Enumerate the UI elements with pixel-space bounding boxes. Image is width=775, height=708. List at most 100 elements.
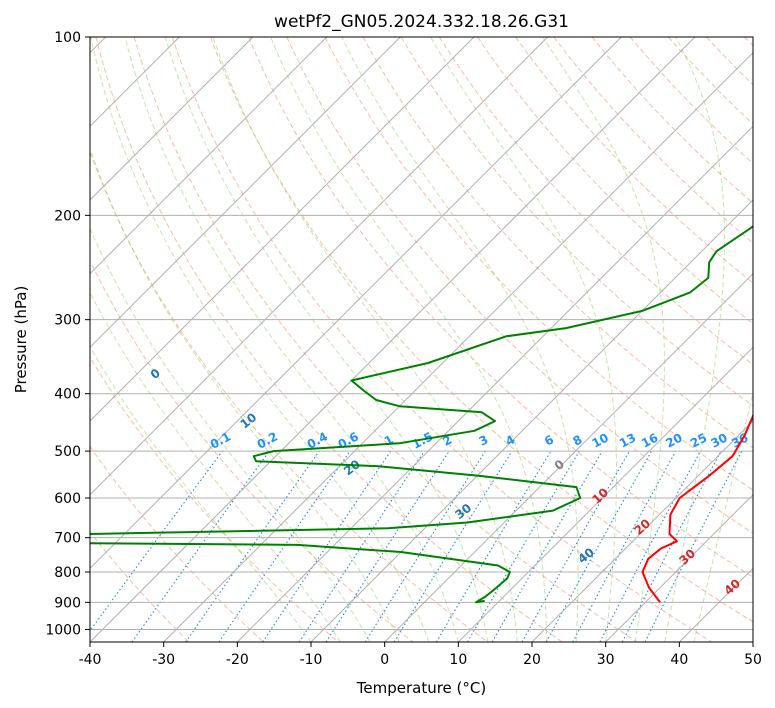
temperature-profile-line [641, 413, 753, 603]
dry-adiabat-line [286, 37, 753, 534]
y-tick-label: 500 [54, 444, 81, 460]
isotherm-line [605, 493, 753, 642]
isotherm-line [163, 51, 753, 642]
mixing-ratio-label: 13 [617, 430, 638, 450]
mixing-ratio-label: 3 [477, 432, 491, 448]
isotherm-line [90, 37, 549, 496]
mixing-ratio-line [599, 450, 701, 642]
x-tick-label: -20 [226, 652, 249, 668]
isotherm-line [457, 346, 753, 642]
background-lines [90, 37, 753, 642]
mixing-ratio-label: 10 [590, 430, 611, 450]
y-tick-label: 400 [54, 387, 81, 403]
moist-adiabat-line [124, 37, 459, 642]
mixing-ratio-line [621, 450, 722, 642]
moist-adiabat-line [90, 147, 400, 642]
moist-adiabat-label: 40 [721, 576, 743, 598]
dry-adiabat-line [515, 37, 753, 284]
mixing-ratio-line [131, 450, 270, 642]
y-tick-label: 900 [54, 595, 81, 611]
mixing-ratio-label: 8 [571, 432, 585, 448]
dry-adiabat-line [90, 356, 339, 642]
dewpoint-profile-line [90, 224, 753, 604]
isotherm-line [90, 37, 328, 275]
isotherm-line [90, 37, 475, 422]
mixing-ratio-label: 4 [503, 432, 517, 448]
mixing-ratio-label: 6 [542, 432, 556, 448]
dry-adiabat-line [324, 37, 753, 491]
mixing-ratio-line [572, 450, 677, 642]
plot-frame [89, 36, 754, 643]
mixing-ratio-label: 0.1 [208, 429, 233, 451]
mixing-ratio-line [90, 450, 223, 632]
dry-adiabat-line [90, 150, 488, 642]
dry-adiabat-line [171, 37, 712, 642]
y-tick-label: 100 [54, 30, 81, 46]
x-tick-label: 0 [380, 652, 389, 668]
isotherm-line [90, 37, 401, 349]
moist-adiabat-line [270, 37, 548, 642]
y-axis-title: Pressure (hPa) [12, 286, 30, 394]
isotherm-line [90, 37, 696, 642]
moist-adiabat-line [90, 345, 312, 642]
mixing-ratio-label: 16 [639, 430, 660, 450]
x-tick-label: -30 [152, 652, 175, 668]
mixing-ratio-label: 1 [382, 432, 396, 448]
dry-adiabat-line [400, 37, 753, 407]
sounding-profiles [90, 224, 753, 604]
dry-adiabat-line [210, 37, 753, 623]
dry-adiabat-line [629, 37, 753, 165]
isotherm-line [752, 641, 753, 642]
mixing-ratio-line [545, 450, 653, 642]
dry-adiabat-line [133, 37, 638, 642]
mixing-ratio-label: 20 [663, 430, 684, 450]
x-tick-label: 40 [670, 652, 688, 668]
moist-adiabat-line [542, 37, 665, 642]
dry-adiabat-line [744, 37, 753, 47]
dry-adiabat-line [553, 37, 753, 244]
isotherm-line [678, 567, 753, 642]
dry-adiabat-line [248, 37, 753, 578]
mixing-ratio-line [435, 450, 552, 642]
dry-adiabat-line [362, 37, 753, 449]
y-tick-label: 600 [54, 491, 81, 507]
axes: -40 -30 -20 -10 0 10 20 30 40 5010020030040050060… [45, 30, 762, 668]
mixing-ratio-line [467, 450, 580, 642]
mixing-ratio-line [218, 450, 351, 642]
y-tick-label: 300 [54, 313, 81, 329]
moist-adiabat-line [90, 227, 371, 642]
mixing-ratio-line [262, 450, 392, 642]
moist-adiabat-line [664, 37, 726, 642]
isotherm-line [531, 420, 753, 642]
dry-adiabat-label: 40 [575, 545, 597, 566]
moist-adiabat-label: 20 [631, 516, 653, 538]
x-tick-label: 50 [744, 652, 762, 668]
dry-adiabat-line [706, 37, 753, 86]
x-tick-label: -40 [79, 652, 102, 668]
y-tick-label: 200 [54, 208, 81, 224]
x-tick-label: 20 [523, 652, 541, 668]
dry-adiabat-line [90, 259, 414, 642]
y-tick-label: 700 [54, 531, 81, 547]
isotherm-line [90, 37, 254, 201]
isotherm-line [236, 125, 753, 642]
moist-adiabat-label: 30 [676, 546, 698, 568]
x-tick-label: 30 [597, 652, 615, 668]
moist-adiabat-line [430, 37, 617, 642]
dry-adiabat-line [95, 37, 563, 642]
moist-adiabat-line [212, 37, 518, 642]
mixing-ratio-line [644, 450, 743, 642]
mixing-ratio-line [185, 450, 320, 642]
x-tick-label: -10 [300, 652, 323, 668]
dry-adiabat-label: 10 [238, 410, 260, 431]
isotherm-line [310, 199, 753, 642]
mixing-ratio-label: 30 [708, 430, 729, 450]
mixing-ratio-line [298, 450, 425, 642]
moist-adiabat-line [693, 390, 753, 642]
mixing-ratio-label: 25 [688, 430, 709, 450]
dry-adiabat-line [90, 445, 264, 642]
y-tick-label: 800 [54, 565, 81, 581]
dry-adiabat-line [477, 37, 753, 325]
moist-adiabat-line [90, 37, 430, 642]
